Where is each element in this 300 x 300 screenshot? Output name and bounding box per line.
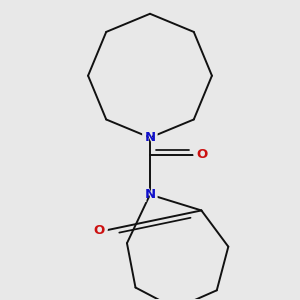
Text: O: O xyxy=(192,143,212,167)
Text: N: N xyxy=(140,183,160,207)
Text: N: N xyxy=(140,126,160,150)
Text: O: O xyxy=(93,224,105,237)
Text: O: O xyxy=(196,148,208,161)
Text: N: N xyxy=(144,131,156,144)
Text: O: O xyxy=(89,218,109,242)
Text: N: N xyxy=(144,188,156,201)
